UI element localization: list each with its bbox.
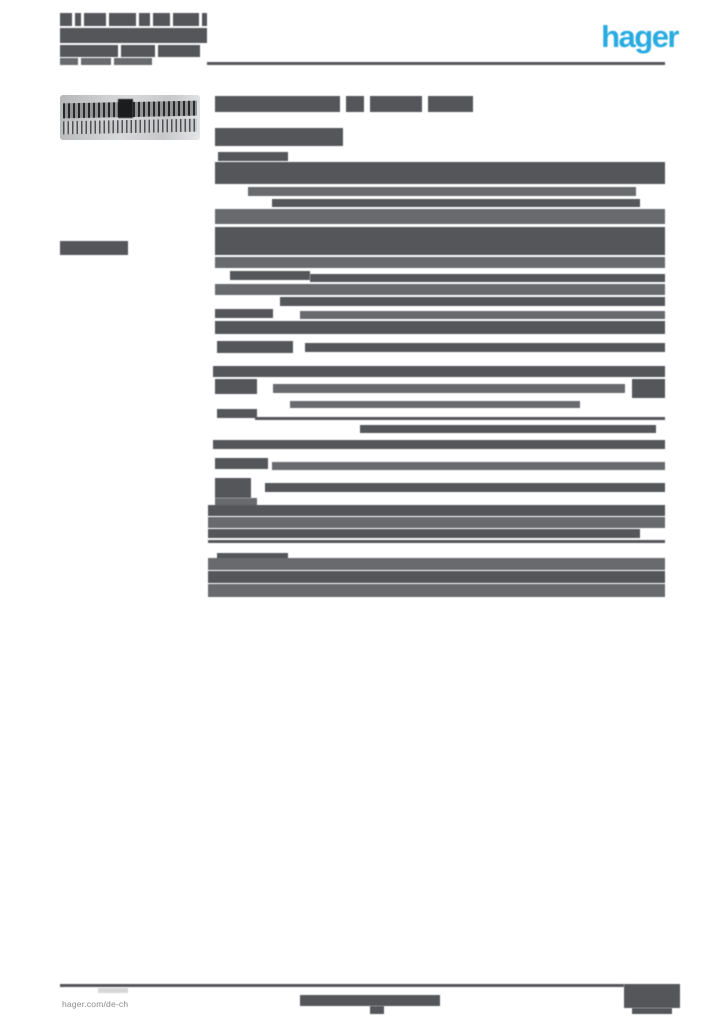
redacted-spec-value xyxy=(272,199,640,207)
redacted-spec-value xyxy=(215,227,665,255)
redacted-spec-label xyxy=(217,341,293,353)
section-rule xyxy=(255,417,665,420)
redacted-address-word xyxy=(84,13,106,26)
redacted-address-word xyxy=(60,58,78,65)
redacted-spec-label xyxy=(215,379,257,394)
redacted-spec-label xyxy=(215,498,257,506)
section-rule xyxy=(208,540,665,543)
redacted-footer-page-block xyxy=(624,984,680,1008)
footer-divider xyxy=(60,984,624,987)
redacted-address-word xyxy=(202,13,207,26)
redacted-product-title xyxy=(346,96,364,112)
redacted-footer-smudge xyxy=(98,988,128,993)
redacted-spec-value xyxy=(215,209,665,224)
redacted-product-title xyxy=(215,96,340,112)
redacted-spec-label xyxy=(218,152,288,161)
redacted-address-line xyxy=(60,28,207,43)
redacted-spec-value xyxy=(632,379,665,398)
product-photo xyxy=(60,95,200,140)
redacted-spec-value xyxy=(248,187,636,196)
redacted-paragraph-line xyxy=(208,529,640,538)
redacted-spec-label xyxy=(217,553,288,561)
redacted-footer-center-text xyxy=(370,1006,384,1014)
redacted-address-word xyxy=(173,13,199,26)
redacted-product-title xyxy=(428,96,473,112)
redacted-spec-value xyxy=(273,384,625,393)
redacted-subtitle xyxy=(215,128,343,146)
redacted-sidebar-label xyxy=(60,241,128,255)
redacted-spec-label xyxy=(215,458,268,469)
duct-marking xyxy=(118,99,133,118)
redacted-spec-value xyxy=(265,483,665,492)
redacted-spec-value xyxy=(213,366,665,377)
redacted-paragraph-line xyxy=(208,571,665,583)
redacted-paragraph-line xyxy=(208,558,665,570)
redacted-spec-value xyxy=(213,440,665,449)
hager-logo: hager xyxy=(601,19,679,54)
duct-slots-bottom xyxy=(63,118,197,135)
redacted-spec-label xyxy=(215,309,273,318)
redacted-paragraph-line xyxy=(208,517,665,528)
redacted-address-word xyxy=(75,13,81,26)
redacted-spec-value xyxy=(215,162,665,184)
redacted-address-word xyxy=(109,13,136,26)
redacted-spec-value xyxy=(215,284,665,295)
redacted-address-word xyxy=(153,13,170,26)
redacted-spec-label xyxy=(217,409,257,418)
redacted-paragraph-line xyxy=(208,505,665,516)
redacted-spec-label xyxy=(215,478,251,498)
redacted-paragraph-line xyxy=(208,584,665,597)
redacted-address-word xyxy=(121,45,155,57)
redacted-spec-value xyxy=(215,257,665,268)
redacted-product-title xyxy=(370,96,422,112)
redacted-spec-value xyxy=(272,462,665,470)
redacted-spec-value xyxy=(215,321,665,334)
redacted-spec-value xyxy=(290,401,580,408)
redacted-address-word xyxy=(158,45,200,57)
redacted-spec-label xyxy=(230,271,310,280)
redacted-address-word xyxy=(139,13,150,26)
redacted-footer-center-text xyxy=(300,995,440,1006)
redacted-address-word xyxy=(114,58,152,65)
redacted-spec-value xyxy=(310,274,665,282)
redacted-spec-value xyxy=(300,311,665,319)
redacted-spec-value xyxy=(360,425,656,433)
redacted-footer-page-block xyxy=(632,1008,672,1014)
footer-website-link[interactable]: hager.com/de-ch xyxy=(62,997,174,1015)
redacted-address-word xyxy=(81,58,111,65)
header-divider xyxy=(207,62,665,65)
redacted-address-word xyxy=(60,13,72,26)
redacted-spec-value xyxy=(305,343,665,352)
redacted-spec-value xyxy=(280,297,665,306)
redacted-address-word xyxy=(60,45,118,57)
